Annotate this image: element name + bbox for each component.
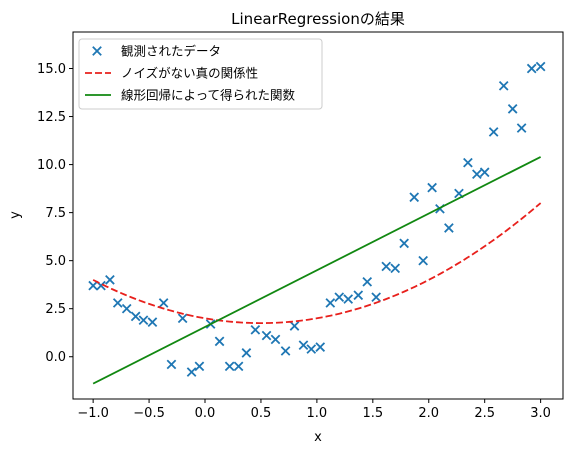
data-point bbox=[371, 292, 382, 302]
legend-label: ノイズがない真の関係性 bbox=[121, 66, 258, 81]
data-point bbox=[488, 127, 499, 137]
legend-box bbox=[78, 38, 323, 110]
data-point bbox=[526, 63, 537, 74]
axes: −1.0 −0.5 0.0 0.5 1.0 1.5 2.0 2.5 3.0 0.0 2.5 5.0 7.… bbox=[37, 31, 564, 421]
data-point bbox=[112, 298, 123, 308]
data-point bbox=[535, 61, 546, 72]
y-tick-label: 15.0 bbox=[37, 62, 66, 77]
data-point bbox=[507, 104, 518, 114]
data-point bbox=[479, 167, 490, 178]
x-tick-label: 0.0 bbox=[195, 406, 216, 421]
data-point bbox=[353, 290, 364, 301]
x-tick-label: 1.0 bbox=[307, 406, 328, 421]
data-point bbox=[334, 292, 345, 302]
data-point bbox=[409, 192, 420, 203]
data-point bbox=[250, 324, 261, 335]
y-tick-label: 12.5 bbox=[37, 110, 66, 125]
data-point bbox=[306, 344, 317, 354]
data-point bbox=[280, 346, 291, 356]
data-point bbox=[427, 182, 437, 193]
true-relation-line bbox=[92, 202, 542, 325]
data-point bbox=[270, 334, 281, 345]
legend-marker-observed bbox=[92, 46, 102, 56]
data-point bbox=[194, 361, 205, 372]
x-tick-label: 3.0 bbox=[530, 406, 551, 421]
data-point bbox=[130, 311, 141, 322]
data-point bbox=[362, 276, 373, 287]
data-point bbox=[138, 315, 149, 326]
y-axis-label: y bbox=[8, 211, 23, 219]
data-point bbox=[463, 157, 473, 168]
data-point bbox=[241, 348, 252, 358]
x-tick-label: 2.5 bbox=[474, 406, 495, 421]
data-point bbox=[186, 367, 197, 377]
x-tick-label: −1.0 bbox=[77, 406, 109, 421]
plot-area bbox=[88, 61, 546, 385]
y-tick-label: 10.0 bbox=[37, 158, 66, 173]
data-point bbox=[233, 361, 244, 372]
data-point bbox=[390, 263, 401, 274]
x-tick-label: −0.5 bbox=[133, 406, 165, 421]
y-tick-label: 5.0 bbox=[45, 254, 66, 269]
data-point bbox=[516, 123, 527, 133]
x-tick-label: 1.5 bbox=[362, 406, 383, 421]
data-point bbox=[399, 238, 409, 249]
data-point bbox=[472, 169, 482, 180]
data-point bbox=[214, 336, 225, 347]
data-point bbox=[418, 255, 428, 266]
plot-frame bbox=[72, 31, 564, 400]
legend-label: 観測されたデータ bbox=[121, 44, 221, 59]
data-point bbox=[147, 317, 158, 327]
data-point bbox=[88, 280, 98, 291]
data-point bbox=[325, 298, 336, 308]
data-point bbox=[166, 359, 177, 370]
data-point bbox=[224, 361, 235, 372]
legend-label: 線形回帰によって得られた関数 bbox=[121, 88, 296, 103]
data-point bbox=[158, 298, 169, 308]
data-point bbox=[343, 294, 354, 304]
data-point bbox=[105, 275, 115, 285]
chart-title: LinearRegressionの結果 bbox=[231, 10, 405, 28]
data-point bbox=[498, 80, 509, 91]
data-point bbox=[289, 321, 300, 331]
y-tick-label: 7.5 bbox=[45, 206, 66, 221]
x-axis-label: x bbox=[314, 430, 322, 445]
y-tick-label: 2.5 bbox=[45, 302, 66, 317]
x-tick-label: 0.5 bbox=[251, 406, 272, 421]
x-tick-label: 2.0 bbox=[418, 406, 439, 421]
data-point bbox=[177, 313, 188, 324]
data-point bbox=[444, 223, 454, 233]
data-point bbox=[121, 303, 132, 314]
regression-line bbox=[92, 156, 542, 385]
y-tick-label: 0.0 bbox=[45, 350, 66, 365]
data-point bbox=[381, 261, 392, 272]
data-point bbox=[315, 342, 326, 352]
data-point bbox=[298, 340, 309, 351]
data-point bbox=[261, 330, 272, 341]
